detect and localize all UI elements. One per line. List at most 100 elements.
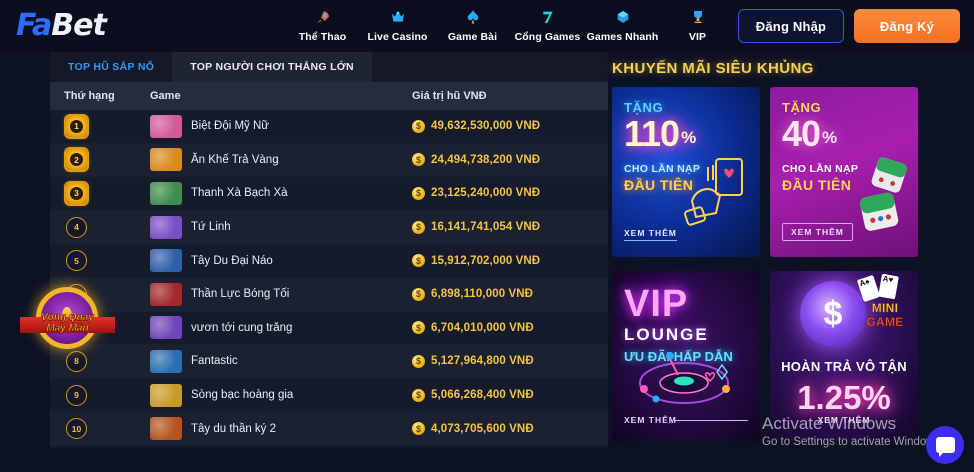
jackpot-value-cell: $24,494,738,200 VNĐ: [412, 153, 608, 167]
rank-medal-icon: 3: [63, 179, 90, 207]
game-name: Fantastic: [191, 355, 238, 368]
nav-item-live-casino[interactable]: Live Casino: [360, 2, 435, 43]
mini-game-badge-line2: GAME: [866, 315, 904, 330]
promo-more-link[interactable]: XEM THÊM: [782, 223, 853, 241]
game-thumbnail: [150, 215, 182, 239]
dollar-coin-icon: $: [800, 281, 866, 347]
main-nav: Thể Thao Live Casino Game Bài Cổng Games: [285, 2, 735, 43]
coin-icon: $: [412, 119, 425, 133]
jackpot-value-cell: $6,898,110,000 VNĐ: [412, 287, 608, 301]
table-row[interactable]: 10 Tây du thần ký 2 $4,073,705,600 VNĐ: [50, 412, 608, 446]
lucky-wheel-widget[interactable]: Vòng Quay May Mắn: [20, 285, 115, 363]
nav-item-game-bai[interactable]: Game Bài: [435, 2, 510, 43]
table-row[interactable]: 1 Biệt Đội Mỹ Nữ $49,632,530,000 VNĐ: [50, 110, 608, 144]
crown-icon: [390, 6, 406, 28]
game-cell: Biệt Đội Mỹ Nữ: [150, 114, 412, 138]
jackpot-value: 24,494,738,200 VNĐ: [431, 153, 541, 166]
jackpot-value-cell: $5,127,964,800 VNĐ: [412, 354, 608, 368]
table-row[interactable]: 3 Thanh Xà Bạch Xà $23,125,240,000 VNĐ: [50, 177, 608, 211]
game-cell: Thần Lực Bóng Tối: [150, 282, 412, 306]
rank-cell: 1: [50, 112, 150, 140]
promotions-title: KHUYẾN MÃI SIÊU KHỦNG: [612, 60, 814, 77]
lounge-title: LOUNGE: [624, 325, 709, 344]
game-thumbnail: [150, 249, 182, 273]
nav-label: Game Bài: [447, 31, 498, 43]
coin-icon: $: [412, 388, 425, 402]
table-row[interactable]: 5 Tây Du Đại Náo $15,912,702,000 VNĐ: [50, 244, 608, 278]
gem-icon: [615, 6, 631, 28]
promo-percent-sign: %: [681, 128, 696, 147]
hand-cards-neon-icon: [684, 158, 743, 226]
promo-card-rebate[interactable]: $ A♠ A♥ MINI GAME HOÀN TRẢ VÔ TẬN 1.25% …: [770, 271, 918, 441]
windows-activation-watermark: Activate Windows Go to Settings to activ…: [762, 414, 944, 448]
game-cell: Tây Du Đại Náo: [150, 249, 412, 273]
tab-top-hu-sap-no[interactable]: TOP HŨ SẮP NỔ: [50, 52, 173, 82]
jackpot-value-cell: $49,632,530,000 VNĐ: [412, 119, 608, 133]
rank-cell: 10: [50, 418, 150, 440]
dice-icon: [860, 157, 907, 231]
site-header: FaBet Thể Thao Live Casino Game Bài: [0, 0, 974, 52]
promo-more-link[interactable]: XEM THÊM: [817, 415, 871, 425]
game-cell: Fantastic: [150, 349, 412, 373]
promo-card-vip-lounge[interactable]: VIP LOUNGE ƯU ĐÃI HẤP DẪN XEM THÊM: [612, 271, 760, 441]
table-row[interactable]: 8 Fantastic $5,127,964,800 VNĐ: [50, 345, 608, 379]
nav-item-games-nhanh[interactable]: Games Nhanh: [585, 2, 660, 43]
site-logo[interactable]: FaBet: [16, 8, 126, 44]
game-name: Tây du thần ký 2: [191, 422, 277, 435]
nav-item-vip[interactable]: VIP: [660, 2, 735, 43]
login-button[interactable]: Đăng Nhập: [738, 9, 844, 43]
promo-subtitle-1: CHO LẦN NẠP: [624, 163, 701, 175]
table-row[interactable]: 6Thần Lực Bóng Tối$6,898,110,000 VNĐ: [50, 277, 608, 312]
game-thumbnail: [150, 148, 182, 172]
game-name: Thần Lực Bóng Tối: [191, 288, 290, 301]
jackpot-value: 6,898,110,000 VNĐ: [431, 288, 534, 301]
rocket-icon: [314, 6, 331, 28]
promo-more-link[interactable]: XEM THÊM: [624, 415, 677, 425]
table-body: 1 Biệt Đội Mỹ Nữ $49,632,530,000 VNĐ 2 Ăn Kh…: [50, 110, 608, 446]
chat-support-button[interactable]: [926, 426, 964, 464]
rank-cell: 9: [50, 384, 150, 406]
game-name: Biệt Đội Mỹ Nữ: [191, 120, 269, 133]
coin-icon: $: [412, 321, 425, 335]
wheel-ribbon: [20, 317, 115, 333]
promo-card-40-percent[interactable]: TẶNG 40 % CHO LẦN NẠP ĐẦU TIÊN XEM THÊM: [770, 87, 918, 257]
column-header-value: Giá trị hũ VNĐ: [412, 90, 487, 102]
nav-item-the-thao[interactable]: Thể Thao: [285, 2, 360, 43]
nav-label: VIP: [688, 31, 707, 43]
watermark-title: Activate Windows: [762, 414, 897, 433]
coin-icon: $: [412, 153, 425, 167]
promotions-grid: TẶNG 110 % CHO LẦN NẠP ĐẦU TIÊN XEM THÊM…: [612, 87, 924, 441]
nav-label: Cổng Games: [514, 31, 581, 43]
promo-more-link[interactable]: XEM THÊM: [624, 228, 677, 241]
rank-circle-icon: 4: [66, 216, 87, 238]
rank-medal-icon: 2: [63, 146, 90, 174]
game-cell: Ăn Khế Trả Vàng: [150, 148, 412, 172]
leaderboard-panel: TOP HŨ SẮP NỔ TOP NGƯỜI CHƠI THẮNG LỚN T…: [50, 52, 608, 448]
promo-card-110-percent[interactable]: TẶNG 110 % CHO LẦN NẠP ĐẦU TIÊN XEM THÊM: [612, 87, 760, 257]
game-name: Sòng bạc hoàng gia: [191, 389, 294, 402]
wheel-label-line1: Vòng Quay: [41, 312, 94, 324]
table-row[interactable]: 7vươn tới cung trăng$6,704,010,000 VNĐ: [50, 311, 608, 346]
game-name: Thanh Xà Bạch Xà: [191, 187, 288, 200]
rank-cell: 2: [50, 146, 150, 174]
table-row[interactable]: 4 Tứ Linh $16,141,741,054 VNĐ: [50, 210, 608, 245]
coin-icon: $: [412, 186, 425, 200]
nav-item-cong-games[interactable]: Cổng Games: [510, 2, 585, 43]
trophy-icon: [690, 6, 706, 28]
jackpot-value-cell: $5,066,268,400 VNĐ: [412, 388, 608, 402]
coin-icon: $: [412, 254, 425, 268]
jackpot-value-cell: $6,704,010,000 VNĐ: [412, 321, 608, 335]
game-cell: Tứ Linh: [150, 215, 412, 239]
tab-top-nguoi-choi-thang-lon[interactable]: TOP NGƯỜI CHƠI THẮNG LỚN: [172, 52, 372, 82]
jackpot-value-cell: $15,912,702,000 VNĐ: [412, 254, 608, 268]
rank-number: 1: [70, 119, 83, 133]
coin-icon: $: [412, 220, 425, 234]
register-button[interactable]: Đăng Ký: [854, 9, 960, 43]
table-row[interactable]: 9 Sòng bạc hoàng gia $5,066,268,400 VNĐ: [50, 378, 608, 413]
game-thumbnail: [150, 316, 182, 340]
table-row[interactable]: 2 Ăn Khế Trả Vàng $24,494,738,200 VNĐ: [50, 143, 608, 178]
nav-label: Games Nhanh: [586, 31, 659, 43]
auth-buttons: Đăng Nhập Đăng Ký: [738, 9, 960, 43]
promo-percent-sign: %: [822, 128, 837, 147]
promo-subtitle-2: ĐẦU TIÊN: [624, 177, 694, 193]
